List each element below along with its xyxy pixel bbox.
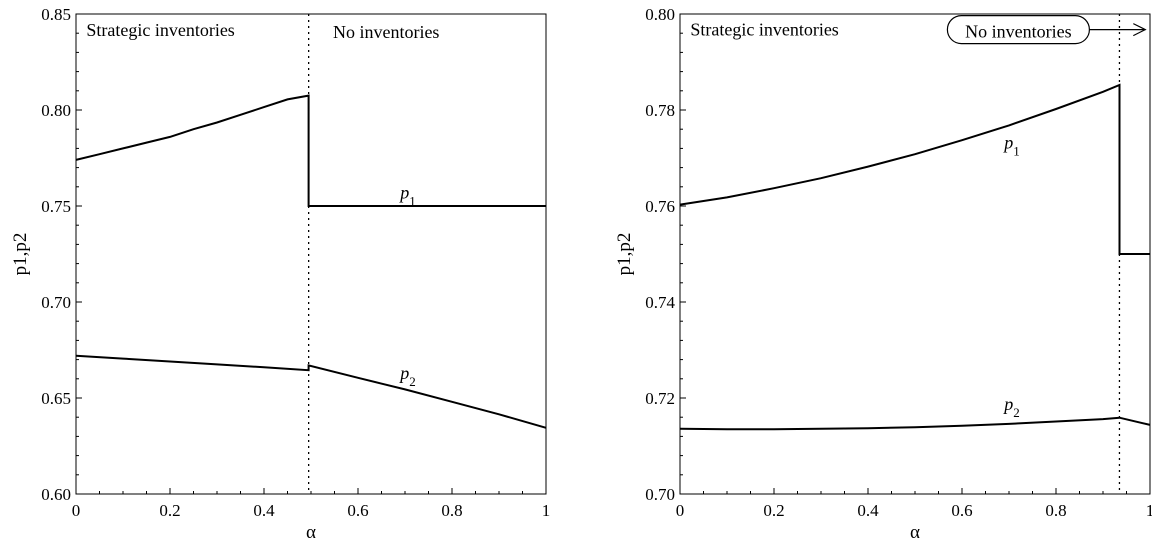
y-axis-title: p1,p2 [614, 233, 635, 276]
y-axis-title: p1,p2 [10, 233, 31, 276]
x-tick-label: 0.8 [441, 501, 462, 520]
y-tick-label: 0.78 [645, 101, 675, 120]
x-tick-label: 1 [1146, 501, 1152, 520]
x-tick-label: 0.2 [763, 501, 784, 520]
x-tick-label: 0.4 [857, 501, 879, 520]
y-tick-label: 0.80 [41, 101, 71, 120]
series-label-p2: p2 [1002, 394, 1020, 420]
series-line-p2 [75, 354, 547, 429]
y-tick-label: 0.70 [41, 293, 71, 312]
region-annotation: No inventories [965, 22, 1071, 42]
x-tick-label: 0.8 [1045, 501, 1066, 520]
region-annotation: No inventories [333, 22, 439, 42]
y-tick-label: 0.75 [41, 197, 71, 216]
series-label-letter: p [398, 182, 409, 202]
series-label-letter: p [1002, 394, 1013, 414]
series-line-p1 [679, 83, 1150, 255]
y-tick-label: 0.65 [41, 389, 71, 408]
y-tick-label: 0.72 [645, 389, 675, 408]
series-label-p1: p1 [1002, 132, 1020, 158]
arrow-head [1133, 23, 1147, 37]
x-tick-label: 0.6 [347, 501, 368, 520]
x-tick-label: 1 [542, 501, 551, 520]
y-tick-label: 0.80 [645, 5, 675, 24]
series-line-p1 [75, 94, 546, 207]
y-tick-label: 0.76 [645, 197, 675, 216]
series-label-p1: p1 [398, 182, 416, 208]
series-label-subscript: 2 [409, 374, 416, 389]
chart-panel-right: 0 0.2 0.4 0.6 0.8 1 0.70 0.72 0.74 0.76 0.78 0.80 α p… [614, 5, 1152, 543]
x-tick-label: 0 [676, 501, 685, 520]
x-tick-label: 0 [72, 501, 81, 520]
x-axis-title: α [910, 522, 920, 543]
x-axis-title: α [306, 522, 316, 543]
plot-frame [75, 13, 547, 495]
chart-panel-left: 0 0.2 0.4 0.6 0.8 1 0.60 0.65 0.70 0.75 0.80 0.85 α p… [10, 5, 550, 543]
plot-frame [679, 13, 1151, 495]
series-label-letter: p [1002, 132, 1013, 152]
series-label-letter: p [398, 363, 409, 383]
region-annotation: Strategic inventories [690, 20, 838, 40]
series-label-subscript: 1 [1013, 143, 1020, 158]
series-label-p2: p2 [398, 363, 416, 389]
series-label-subscript: 1 [409, 193, 416, 208]
y-tick-label: 0.60 [41, 485, 71, 504]
y-tick-label: 0.74 [645, 293, 675, 312]
y-tick-label: 0.70 [645, 485, 675, 504]
x-tick-label: 0.2 [159, 501, 180, 520]
series-line-p2 [679, 416, 1151, 431]
x-tick-label: 0.6 [951, 501, 972, 520]
y-tick-label: 0.85 [41, 5, 71, 24]
x-tick-label: 0.4 [253, 501, 275, 520]
series-label-subscript: 2 [1013, 405, 1020, 420]
region-annotation: Strategic inventories [86, 20, 234, 40]
